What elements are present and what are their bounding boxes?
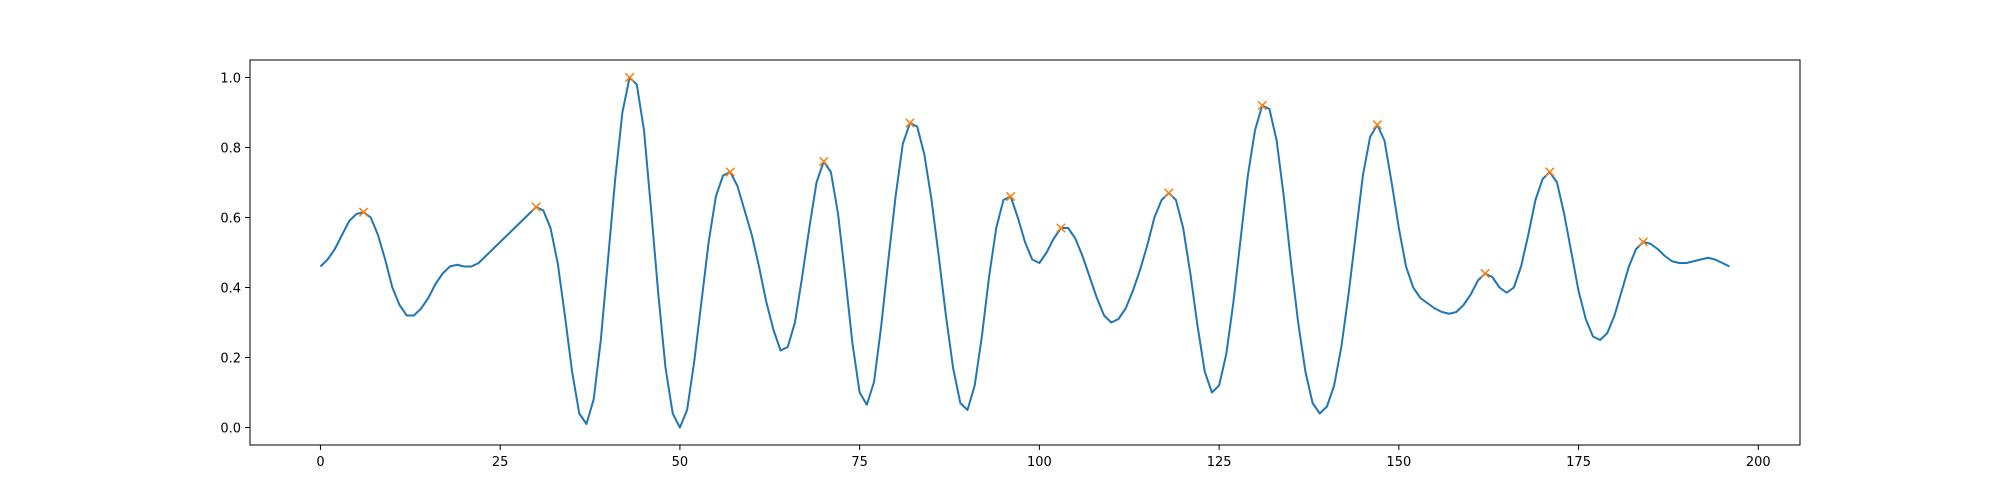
x-tick-label: 125	[1207, 455, 1232, 470]
peak-marker	[1164, 188, 1174, 198]
peak-marker	[624, 72, 635, 83]
peak-marker	[725, 167, 735, 177]
x-tick-label: 175	[1566, 455, 1591, 470]
x-tick-label: 150	[1386, 455, 1411, 470]
peak-marker	[531, 202, 541, 212]
data-line	[319, 76, 1730, 429]
peak-marker	[1005, 191, 1016, 202]
x-tick-label: 200	[1746, 455, 1771, 470]
x-tick-label: 75	[851, 455, 868, 470]
peak-marker	[1372, 120, 1383, 130]
y-tick-label: 0.2	[220, 352, 241, 367]
y-tick-label: 0.4	[220, 282, 241, 297]
peak-marker	[358, 207, 369, 217]
peak-marker	[818, 156, 829, 167]
x-tick-label: 0	[316, 455, 324, 470]
peak-marker	[905, 118, 915, 128]
x-tick-label: 100	[1027, 455, 1052, 470]
peak-marker	[1056, 223, 1066, 233]
y-tick-label: 0.8	[220, 142, 241, 157]
peak-marker	[1480, 268, 1490, 279]
y-tick-label: 0.0	[220, 422, 241, 437]
x-tick-label: 25	[492, 455, 509, 470]
peak-marker	[1638, 237, 1649, 247]
x-tick-label: 50	[672, 455, 689, 470]
peak-marker	[1257, 100, 1267, 111]
y-tick-label: 0.6	[220, 212, 241, 227]
axes-frame	[249, 59, 1801, 446]
peak-marker	[1545, 167, 1555, 177]
y-tick-label: 1.0	[220, 72, 241, 87]
